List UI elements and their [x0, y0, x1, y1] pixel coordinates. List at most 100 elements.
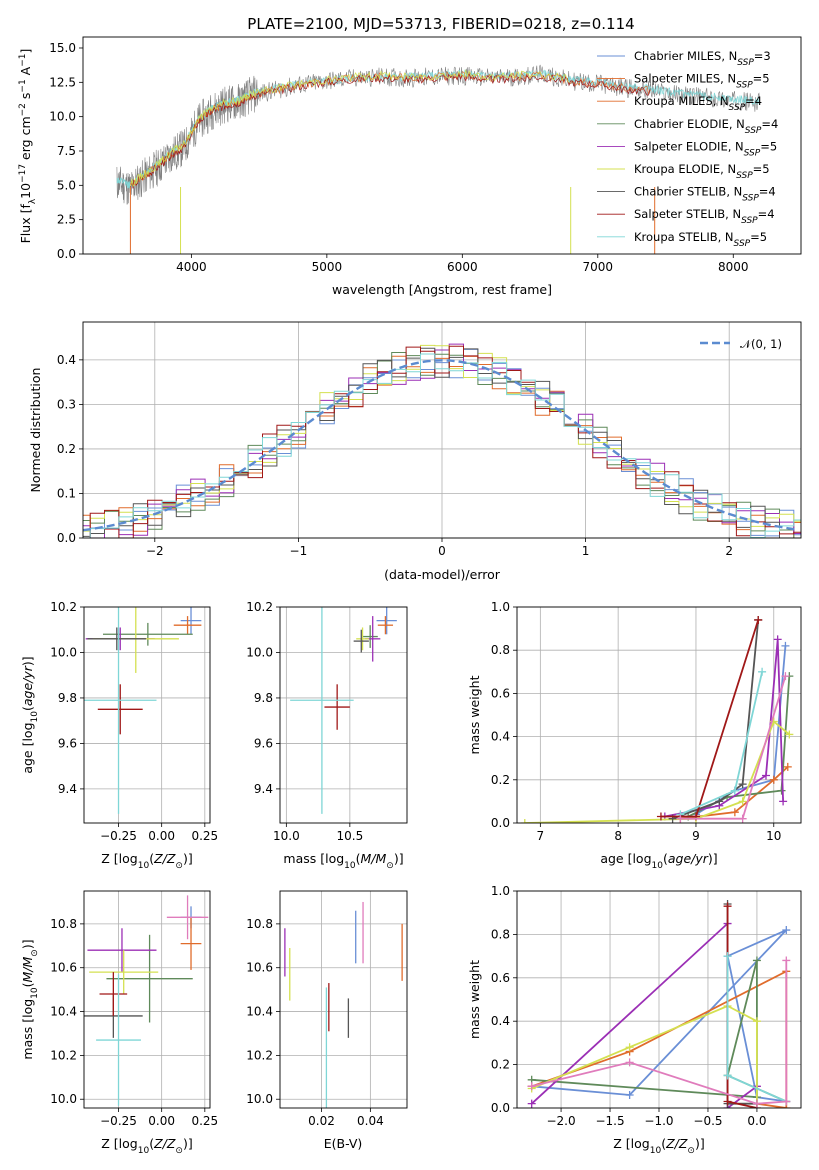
- histogram-step: [83, 347, 801, 538]
- y-tick-label: 0.0: [491, 1101, 510, 1115]
- grid: [517, 606, 801, 824]
- plus-marker: [738, 814, 747, 823]
- data-point: [173, 616, 202, 635]
- plus-marker: [782, 1097, 791, 1106]
- data-point: [84, 607, 157, 814]
- y-tick-label: 10.2: [246, 1048, 273, 1062]
- legend-entry-label: Chabrier MILES, NSSP=3: [634, 49, 771, 68]
- y-tick-label: 0.4: [491, 1014, 510, 1028]
- y-tick-label: 10.4: [50, 1005, 77, 1019]
- x-tick-label: 5000: [312, 260, 343, 274]
- series: [668, 615, 763, 823]
- spectrum-line: [130, 71, 651, 187]
- axes-frame: [516, 606, 802, 824]
- y-axis-label: age [log10(age/yr)]: [20, 656, 40, 773]
- plot-area: [84, 607, 202, 814]
- x-tick-label: 8: [614, 829, 622, 843]
- data-point: [377, 616, 394, 635]
- y-tick-label: 0.0: [491, 816, 510, 830]
- y-tick-label: 9.6: [58, 736, 77, 750]
- x-tick-label: 0.25: [191, 829, 218, 843]
- ticks: −2.0 −1.5 −1.0 −0.5 0.0 0.0 0.2 0.4 0.6 0.8 1.0: [491, 884, 767, 1128]
- x-tick-label: 10.0: [273, 829, 300, 843]
- y-tick-label: 10.0: [50, 645, 77, 659]
- data-point: [166, 895, 209, 940]
- spectrum-line: [116, 64, 760, 205]
- plus-marker: [723, 952, 732, 961]
- y-tick-label: 15.0: [49, 41, 76, 55]
- legend-entry-label: Kroupa MILES, NSSP=4: [634, 94, 762, 113]
- y-tick-label: 9.6: [254, 736, 273, 750]
- plus-marker: [715, 797, 724, 806]
- x-tick-label: 4000: [176, 260, 207, 274]
- x-tick-label: −1: [290, 544, 308, 558]
- y-tick-label: 9.4: [254, 782, 273, 796]
- data-point: [87, 928, 157, 973]
- legend-entry-label: 𝒩(0, 1): [740, 337, 782, 351]
- series-line: [660, 619, 760, 818]
- y-tick-label: 0.0: [57, 531, 76, 545]
- x-axis-label: Z [log10(Z/Z⊙)]: [101, 1136, 192, 1156]
- plus-marker: [781, 672, 790, 681]
- ticks: 4000 5000 6000 7000 8000 0.0 2.5 5.0 7.5 10.0 12.5…: [49, 41, 748, 274]
- legend: 𝒩(0, 1): [700, 337, 782, 351]
- plus-marker: [527, 1082, 536, 1091]
- y-tick-label: 10.6: [50, 961, 77, 975]
- plus-marker: [738, 780, 747, 789]
- data-point: [87, 627, 147, 651]
- plus-marker: [625, 1058, 634, 1067]
- plus-marker: [773, 635, 782, 644]
- mass-weight-vs-age-panel: 7 8 9 10 0.0 0.2 0.4 0.6 0.8 1.0 age [log10(age/yr…: [467, 600, 802, 871]
- spectrum-panel: 4000 5000 6000 7000 8000 0.0 2.5 5.0 7.5 10.0 12.5…: [18, 36, 802, 297]
- axes-frame: [82, 321, 802, 539]
- gaussian-reference-curve: [83, 359, 799, 532]
- ticks: −0.25 0.00 0.25 10.0 10.2 10.4 10.6 10.8: [50, 917, 218, 1128]
- y-tick-label: 9.8: [58, 691, 77, 705]
- y-axis-label: Flux [fλ10−17 erg cm−2 s−1 A−1]: [18, 49, 38, 244]
- legend-entry-label: Salpeter MILES, NSSP=5: [634, 72, 770, 91]
- y-tick-label: 0.4: [57, 353, 76, 367]
- plus-marker: [777, 786, 786, 795]
- legend-entry-label: Salpeter ELODIE, NSSP=5: [634, 139, 777, 158]
- axes-frame: [83, 890, 211, 1109]
- plus-marker: [625, 1043, 634, 1052]
- x-tick-label: 0.02: [308, 1114, 335, 1128]
- plus-marker: [779, 797, 788, 806]
- x-tick-label: −0.25: [100, 1114, 137, 1128]
- series-line: [531, 929, 787, 1103]
- y-tick-label: 12.5: [49, 75, 76, 89]
- x-tick-label: 0.25: [191, 1114, 218, 1128]
- x-tick-label: −0.5: [693, 1114, 722, 1128]
- plus-marker: [527, 1099, 536, 1108]
- x-axis-label: mass [log10(M/M⊙)]: [283, 851, 403, 871]
- plus-marker: [520, 819, 529, 823]
- y-tick-label: 10.0: [246, 645, 273, 659]
- x-axis-label: age [log10(age/yr)]: [600, 851, 717, 871]
- data-point: [180, 917, 202, 970]
- x-tick-label: 0.0: [747, 1114, 766, 1128]
- legend: Chabrier MILES, NSSP=3 Salpeter MILES, NS…: [597, 49, 778, 249]
- data-point: [324, 684, 350, 730]
- age-vs-metallicity-panel: −0.25 0.00 0.25 9.4 9.6 9.8 10.0 10.2 Z [log10(Z…: [20, 600, 218, 871]
- y-tick-label: 0.1: [57, 486, 76, 500]
- series-line: [687, 676, 791, 818]
- ticks: 7 8 9 10 0.0 0.2 0.4 0.6 0.8 1.0: [491, 600, 782, 843]
- y-tick-label: 10.0: [49, 110, 76, 124]
- plus-marker: [730, 786, 739, 795]
- plus-marker: [625, 1090, 634, 1099]
- series: [520, 717, 794, 823]
- grid: [84, 606, 210, 823]
- x-tick-label: −2.0: [546, 1114, 575, 1128]
- data-point: [97, 684, 143, 735]
- axes-frame: [83, 606, 211, 824]
- plus-marker: [769, 775, 778, 784]
- plus-marker: [730, 808, 739, 817]
- y-tick-label: 9.8: [254, 691, 273, 705]
- plus-marker: [723, 1071, 732, 1080]
- legend-entry-label: Salpeter STELIB, NSSP=4: [634, 207, 775, 226]
- plus-marker: [656, 812, 665, 821]
- y-axis-label: Normed distribution: [28, 368, 43, 493]
- plus-marker: [738, 797, 747, 806]
- data-point: [362, 625, 378, 648]
